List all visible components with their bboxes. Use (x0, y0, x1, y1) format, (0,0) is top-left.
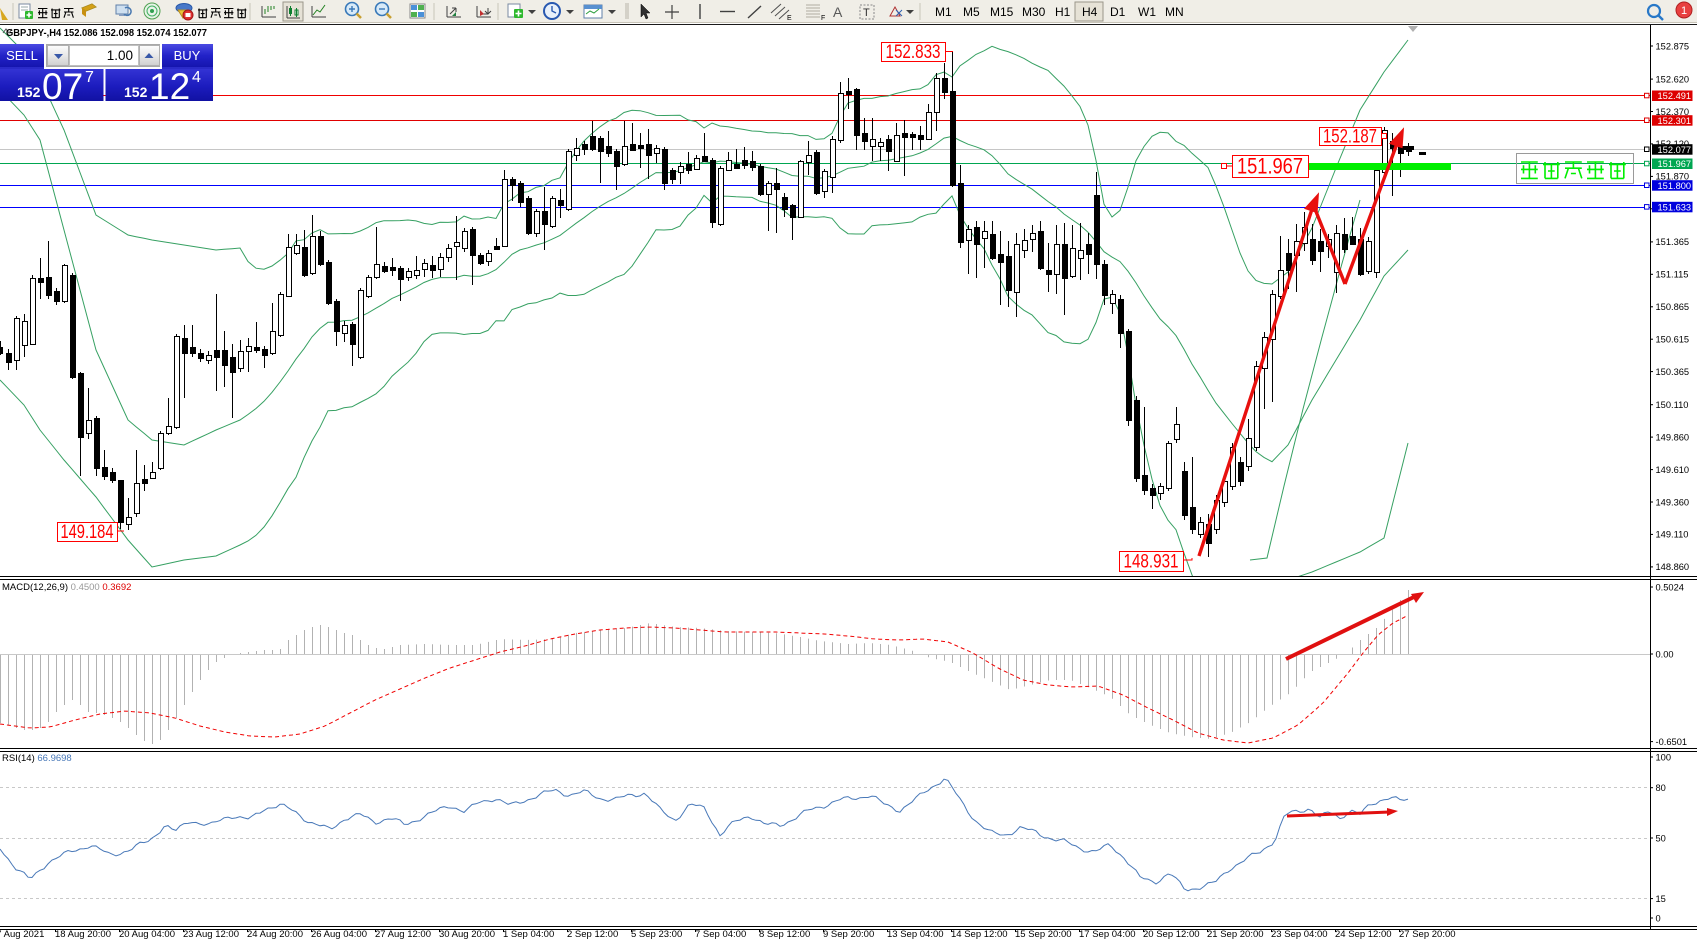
svg-text:MN: MN (1165, 5, 1184, 19)
svg-text:151.115: 151.115 (1656, 270, 1689, 280)
svg-text:152.833: 152.833 (886, 42, 941, 63)
svg-text:20 Aug 04:00: 20 Aug 04:00 (119, 929, 175, 939)
svg-text:80: 80 (1656, 783, 1666, 793)
svg-text:13 Sep 04:00: 13 Sep 04:00 (887, 929, 944, 939)
svg-text:M5: M5 (963, 5, 980, 19)
svg-text:17 Sep 04:00: 17 Sep 04:00 (1079, 929, 1136, 939)
svg-text:149.184: 149.184 (61, 522, 114, 543)
svg-text:7: 7 (85, 69, 94, 86)
svg-text:27 Sep 20:00: 27 Sep 20:00 (1399, 929, 1456, 939)
svg-text:-0.6501: -0.6501 (1656, 737, 1688, 747)
svg-text:152.491: 152.491 (1658, 91, 1692, 101)
svg-text:151.800: 151.800 (1658, 181, 1692, 191)
svg-text:150.865: 150.865 (1656, 302, 1690, 312)
svg-text:152.875: 152.875 (1656, 41, 1690, 51)
svg-text:07: 07 (42, 66, 83, 107)
svg-text:MACD(12,26,9) 0.4500 0.3692: MACD(12,26,9) 0.4500 0.3692 (2, 582, 131, 593)
svg-text:4: 4 (192, 69, 201, 86)
svg-text:151.365: 151.365 (1656, 237, 1690, 247)
svg-text:M30: M30 (1022, 5, 1046, 19)
svg-text:27 Aug 12:00: 27 Aug 12:00 (375, 929, 431, 939)
svg-text:BUY: BUY (174, 48, 201, 63)
svg-text:9 Sep 20:00: 9 Sep 20:00 (823, 929, 874, 939)
svg-text:M15: M15 (990, 5, 1014, 19)
svg-text:GBPJPY-,H4 152.086 152.098 15: GBPJPY-,H4 152.086 152.098 152.074 152.0… (6, 27, 207, 39)
svg-text:15 Sep 20:00: 15 Sep 20:00 (1015, 929, 1072, 939)
svg-text:30 Aug 20:00: 30 Aug 20:00 (439, 929, 495, 939)
svg-text:152.620: 152.620 (1656, 74, 1690, 84)
svg-text:24 Sep 12:00: 24 Sep 12:00 (1335, 929, 1392, 939)
svg-text:0: 0 (1656, 913, 1661, 923)
svg-text:5 Sep 23:00: 5 Sep 23:00 (631, 929, 682, 939)
svg-text:D1: D1 (1110, 5, 1126, 19)
svg-text:7 Sep 04:00: 7 Sep 04:00 (695, 929, 746, 939)
svg-text:151.633: 151.633 (1658, 202, 1692, 212)
svg-text:1 Sep 04:00: 1 Sep 04:00 (503, 929, 554, 939)
svg-text:26 Aug 04:00: 26 Aug 04:00 (311, 929, 367, 939)
svg-text:150.615: 150.615 (1656, 335, 1690, 345)
svg-text:T: T (863, 7, 870, 19)
svg-text:14 Sep 12:00: 14 Sep 12:00 (951, 929, 1008, 939)
svg-text:149.860: 149.860 (1656, 432, 1690, 442)
svg-text:24 Aug 20:00: 24 Aug 20:00 (247, 929, 303, 939)
svg-text:149.110: 149.110 (1656, 530, 1689, 540)
svg-text:0.00: 0.00 (1656, 649, 1674, 659)
svg-text:18 Aug 20:00: 18 Aug 20:00 (55, 929, 111, 939)
svg-text:149.360: 149.360 (1656, 497, 1690, 507)
svg-text:A: A (833, 4, 843, 20)
svg-text:148.931: 148.931 (1124, 552, 1179, 573)
svg-text:50: 50 (1656, 833, 1666, 843)
svg-text:151.870: 151.870 (1656, 172, 1690, 182)
svg-text:17 Aug 2021: 17 Aug 2021 (0, 929, 44, 939)
svg-text:1.00: 1.00 (107, 48, 133, 63)
svg-text:149.610: 149.610 (1656, 465, 1690, 475)
svg-text:SELL: SELL (6, 48, 38, 63)
svg-text:2 Sep 12:00: 2 Sep 12:00 (567, 929, 618, 939)
svg-text:0.5024: 0.5024 (1656, 582, 1684, 592)
svg-text:150.365: 150.365 (1656, 367, 1690, 377)
svg-text:8 Sep 12:00: 8 Sep 12:00 (759, 929, 810, 939)
svg-text:151.967: 151.967 (1658, 159, 1692, 169)
svg-text:M1: M1 (935, 5, 952, 19)
svg-text:E: E (787, 15, 792, 22)
svg-text:152.370: 152.370 (1656, 107, 1690, 117)
svg-text:W1: W1 (1138, 5, 1156, 19)
svg-text:23 Aug 12:00: 23 Aug 12:00 (183, 929, 239, 939)
svg-text:152.301: 152.301 (1658, 116, 1692, 126)
svg-text:152: 152 (17, 84, 41, 100)
svg-text:152.187: 152.187 (1323, 127, 1377, 148)
svg-text:RSI(14) 66.9698: RSI(14) 66.9698 (2, 753, 72, 764)
svg-text:15: 15 (1656, 894, 1666, 904)
svg-text:21 Sep 20:00: 21 Sep 20:00 (1207, 929, 1264, 939)
svg-text:150.110: 150.110 (1656, 400, 1689, 410)
svg-text:151.967: 151.967 (1237, 154, 1303, 179)
svg-text:12: 12 (149, 66, 190, 107)
svg-text:148.860: 148.860 (1656, 562, 1690, 572)
svg-text:20 Sep 12:00: 20 Sep 12:00 (1143, 929, 1200, 939)
svg-text:F: F (821, 15, 825, 22)
svg-text:100: 100 (1656, 752, 1672, 762)
svg-text:23 Sep 04:00: 23 Sep 04:00 (1271, 929, 1328, 939)
svg-text:H1: H1 (1055, 5, 1071, 19)
svg-text:1: 1 (1681, 5, 1687, 17)
svg-text:152: 152 (124, 84, 148, 100)
svg-text:H4: H4 (1082, 5, 1098, 19)
svg-text:152.077: 152.077 (1658, 145, 1692, 155)
